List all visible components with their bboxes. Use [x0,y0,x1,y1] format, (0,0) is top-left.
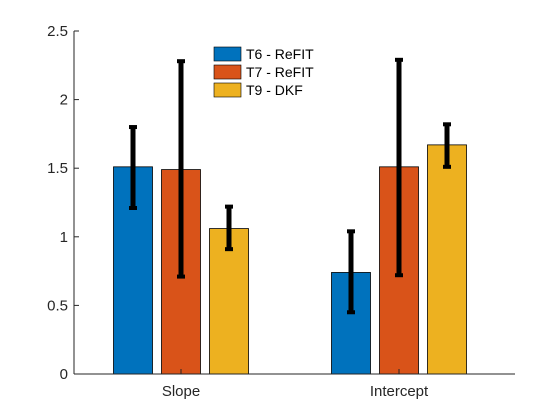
bar-t9-dkf-slope [209,228,249,375]
y-tick-label: 1.5 [47,160,68,177]
legend-label: T7 - ReFIT [246,64,314,80]
y-tick-label: 0.5 [47,297,68,314]
error-bars-layer [129,57,451,315]
error-bar [395,57,403,278]
y-tick-label: 2 [60,92,68,109]
bar-t9-dkf-intercept [427,144,467,375]
legend-label: T6 - ReFIT [246,46,314,62]
error-bar [225,204,233,252]
error-bar [347,229,355,315]
axes-layer: 0 0.5 1 1.5 2 2.5 Slope Intercept [47,23,515,400]
y-tick-label: 1 [60,229,68,246]
legend-swatch [213,82,242,98]
legend-label: T9 - DKF [246,82,303,98]
bars-layer [113,144,467,375]
error-bar [129,125,137,210]
x-tick-label-intercept: Intercept [370,383,429,400]
y-tick-label: 0 [60,366,68,383]
legend: T6 - ReFIT T7 - ReFIT T9 - DKF [211,42,331,104]
error-bar [443,122,451,169]
y-tick-label: 2.5 [47,23,68,40]
error-bar [177,59,185,279]
x-tick-label-slope: Slope [162,383,200,400]
legend-swatch [213,64,242,80]
legend-swatch [213,46,242,62]
